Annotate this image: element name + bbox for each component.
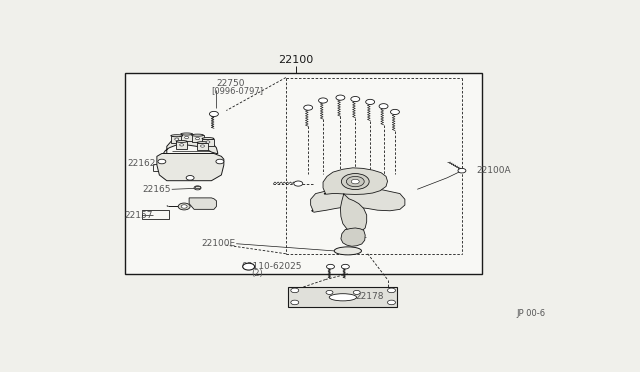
Ellipse shape <box>202 138 214 140</box>
Circle shape <box>388 288 396 293</box>
Polygon shape <box>341 228 365 246</box>
Text: 08110-62025: 08110-62025 <box>241 262 301 271</box>
Circle shape <box>186 176 194 180</box>
Polygon shape <box>157 154 224 181</box>
Text: 22100E: 22100E <box>202 239 236 248</box>
Circle shape <box>206 141 210 143</box>
Polygon shape <box>323 168 388 195</box>
Circle shape <box>180 144 184 146</box>
Circle shape <box>379 104 388 109</box>
Text: JP 00-6: JP 00-6 <box>516 310 546 318</box>
Circle shape <box>388 300 396 305</box>
Circle shape <box>346 176 364 187</box>
Circle shape <box>291 288 299 293</box>
Bar <box>288 287 397 307</box>
Text: 22100: 22100 <box>278 55 314 65</box>
Bar <box>180 134 193 141</box>
Polygon shape <box>163 135 218 154</box>
Circle shape <box>304 105 312 110</box>
Circle shape <box>216 159 224 164</box>
Circle shape <box>351 96 360 102</box>
Circle shape <box>341 173 369 190</box>
Circle shape <box>196 137 200 140</box>
Circle shape <box>209 111 218 116</box>
Circle shape <box>175 138 179 140</box>
Polygon shape <box>189 198 216 209</box>
Circle shape <box>291 300 299 305</box>
Text: 22100A: 22100A <box>477 166 511 175</box>
Ellipse shape <box>197 142 208 144</box>
Circle shape <box>336 95 345 100</box>
Circle shape <box>158 159 166 164</box>
Bar <box>195 186 200 188</box>
Text: B: B <box>245 264 250 270</box>
Ellipse shape <box>334 247 362 255</box>
Text: 22162: 22162 <box>127 159 156 168</box>
Bar <box>197 142 208 150</box>
Bar <box>125 73 482 274</box>
Circle shape <box>365 99 374 105</box>
Text: 22157: 22157 <box>125 211 153 219</box>
Circle shape <box>200 145 205 147</box>
Circle shape <box>294 181 303 186</box>
Ellipse shape <box>171 135 182 137</box>
Circle shape <box>341 264 349 269</box>
Text: 22165: 22165 <box>142 185 170 194</box>
Circle shape <box>353 291 360 294</box>
Ellipse shape <box>329 294 356 301</box>
Circle shape <box>185 136 189 139</box>
Circle shape <box>326 291 333 294</box>
Polygon shape <box>340 193 367 233</box>
Text: 22750: 22750 <box>216 79 245 88</box>
Circle shape <box>326 264 335 269</box>
Bar <box>171 136 182 143</box>
Text: (2): (2) <box>251 269 263 278</box>
Circle shape <box>390 109 399 115</box>
Polygon shape <box>310 188 405 212</box>
Circle shape <box>243 263 255 270</box>
Circle shape <box>178 203 190 210</box>
Ellipse shape <box>180 133 193 135</box>
Bar <box>176 141 187 149</box>
Circle shape <box>351 179 359 184</box>
Bar <box>202 139 214 146</box>
Circle shape <box>181 205 187 208</box>
Ellipse shape <box>191 134 204 136</box>
Ellipse shape <box>176 141 187 142</box>
Circle shape <box>319 98 328 103</box>
Bar <box>142 210 169 219</box>
Text: 22178: 22178 <box>355 292 384 301</box>
Bar <box>191 135 204 142</box>
Text: [0996-0797]: [0996-0797] <box>211 87 264 96</box>
Circle shape <box>458 169 466 173</box>
Circle shape <box>194 186 201 190</box>
